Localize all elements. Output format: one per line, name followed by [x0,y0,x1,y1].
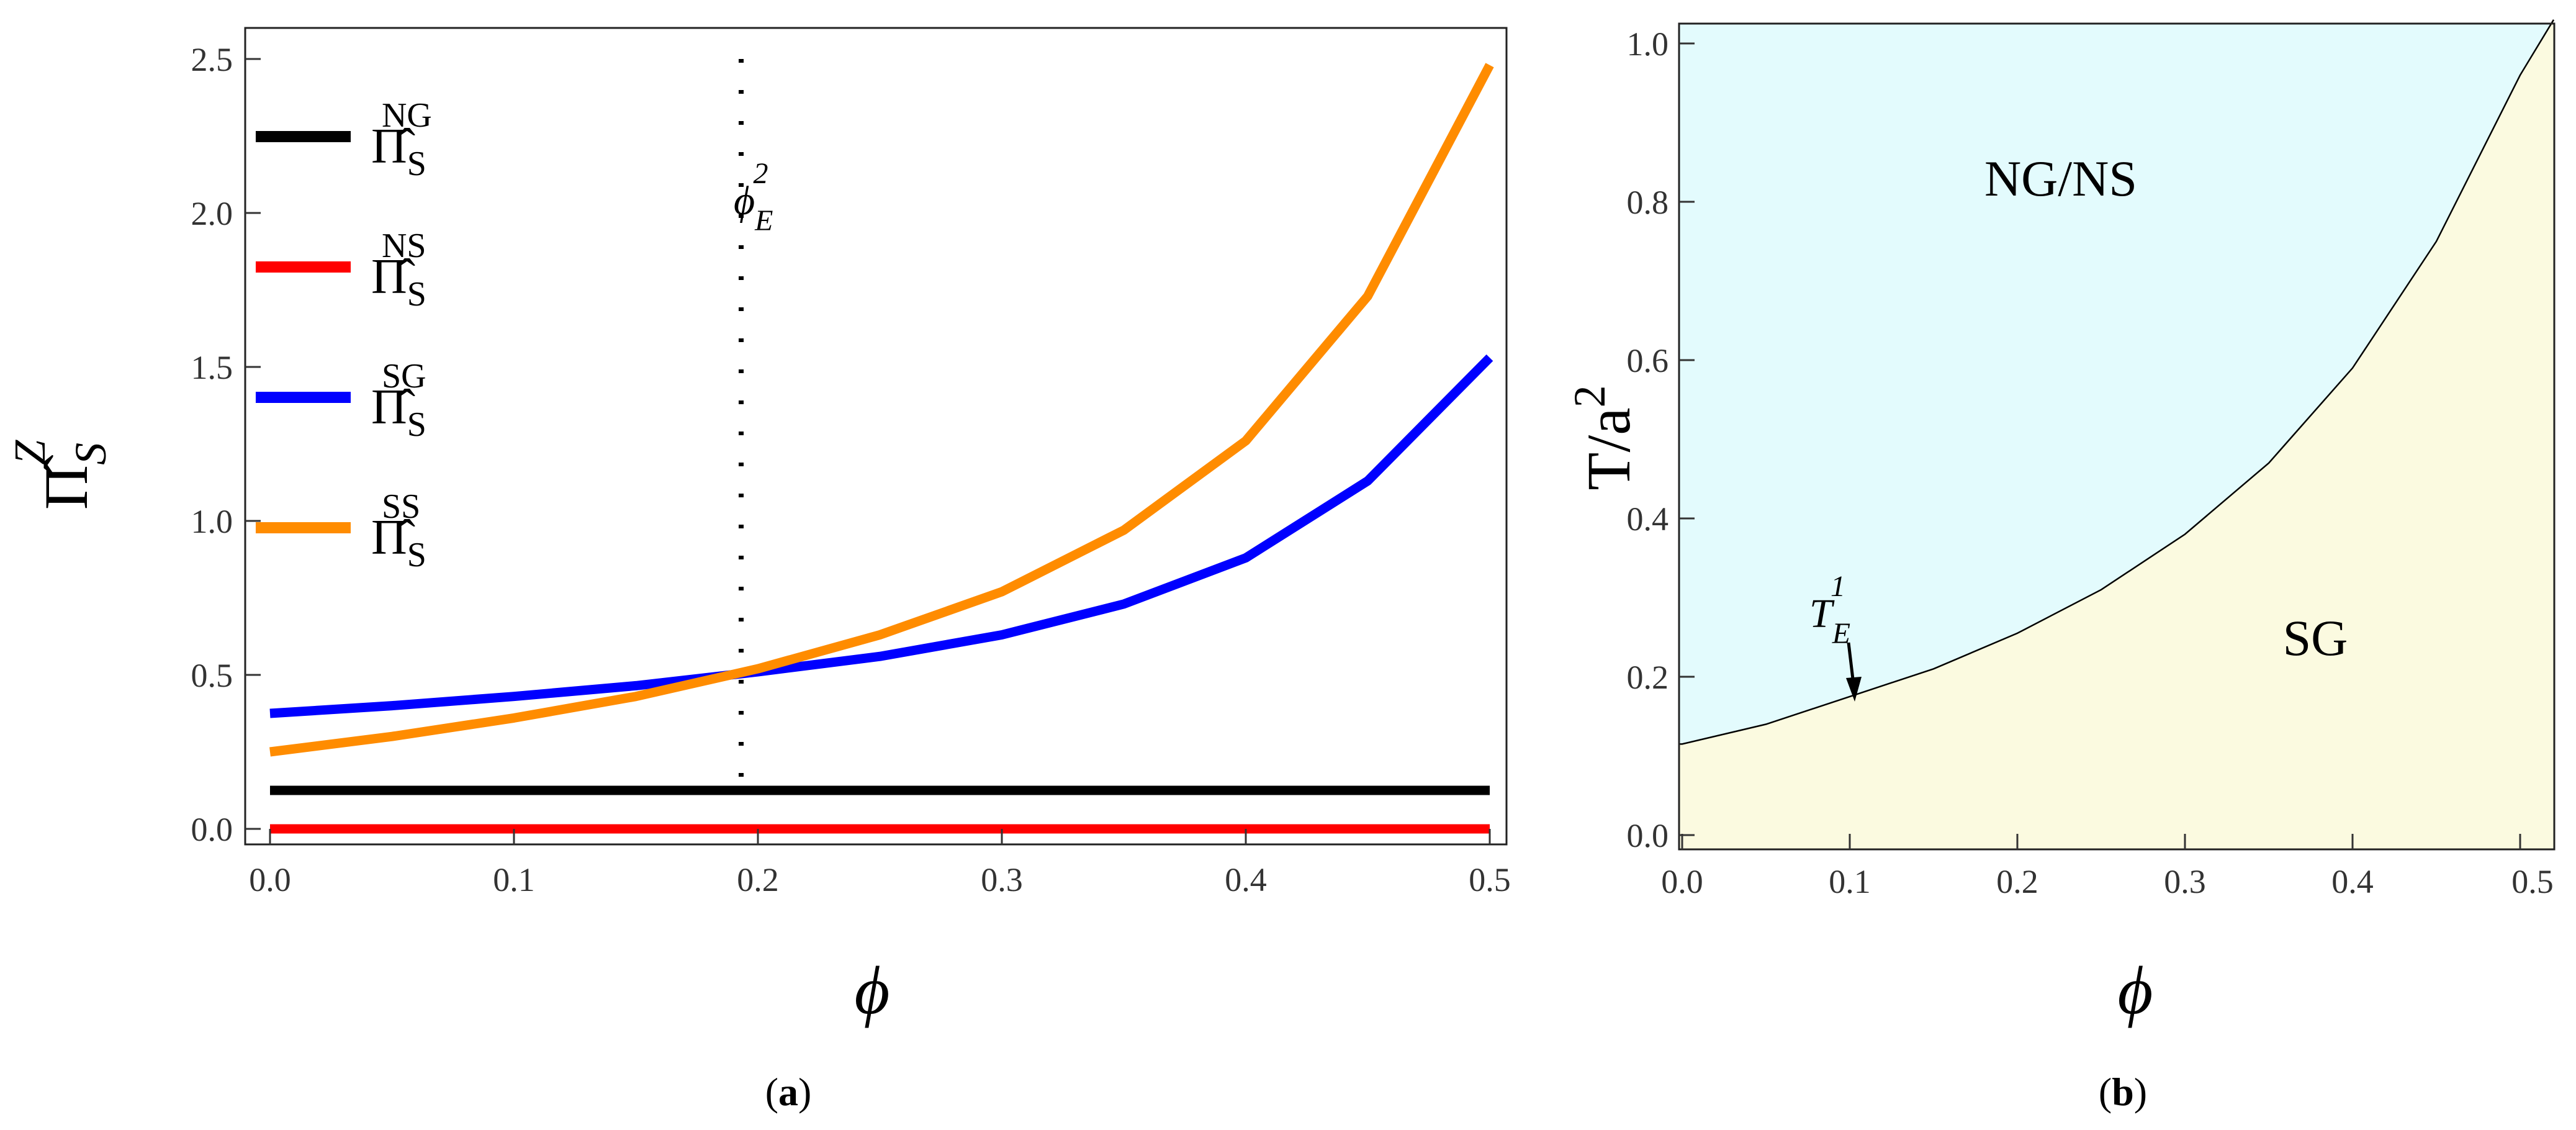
panel-a-x-tick-label: 0.0 [249,861,291,898]
panel-b-x-tick-label: 0.1 [1829,863,1871,900]
legend-label-sg: Π̂SSG [371,357,426,444]
series-line-sg [269,354,1493,718]
panel-a-y-label: Π̂SZ [5,440,115,510]
te1-arrow-shaft [1847,642,1855,685]
phase-boundary-curve [1679,19,2555,745]
panel-b-chart: NG/NS SG TE1 0.0 0.1 0.2 0.3 0.4 0.5 0.0 0.2 0.4… [1565,19,2556,1114]
region-label-sg: SG [2283,610,2348,666]
panel-b-y-tick-label: 0.0 [1627,817,1669,854]
panel-b-x-tick-label: 0.5 [2511,863,2554,900]
panel-a-y-tick-label: 2.0 [191,195,233,232]
panel-a-caption: (a) [765,1070,812,1114]
panel-a-legend: Π̂SNG Π̂SNS Π̂SSG Π̂SSS [256,96,432,574]
panel-a-x-tick-label: 0.4 [1225,861,1267,898]
panel-b-y-tick-label: 0.4 [1627,500,1669,538]
panel-b-plot-frame [1678,22,2556,851]
panel-a-x-tick-label: 0.2 [737,861,779,898]
panel-a-x-tick-label: 0.3 [981,861,1023,898]
panel-a-plot-frame [244,27,1508,846]
region-label-ng-ns: NG/NS [1984,150,2137,207]
panel-a-chart: ϕE2 Π̂SNG Π̂SNS Π̂SSG Π̂SSS 0.0 0.1 0.2 0.3 0.4… [5,27,1511,1114]
series-line-ss [269,63,1494,757]
panel-b-x-tick-label: 0.2 [1996,863,2038,900]
panel-a-x-tick-label: 0.5 [1469,861,1511,898]
panel-a-y-tick-label: 0.0 [191,811,233,848]
panel-b-y-tick-label: 0.6 [1627,342,1669,379]
panel-a-x-tick-label: 0.1 [493,861,535,898]
panel-b-x-tick-label: 0.4 [2331,863,2374,900]
legend-label-ns: Π̂SNS [371,227,426,314]
panel-b-y-label: T/a2 [1565,385,1643,490]
panel-b-y-tick-label: 0.2 [1627,659,1669,696]
panel-b-x-tick-label: 0.0 [1661,863,1703,900]
te1-annotation: TE1 [1809,570,1850,650]
panel-a-x-label: ϕ [855,952,890,1028]
ng-ns-region [1679,19,2554,744]
panel-b-y-tick-label: 0.8 [1627,184,1669,221]
panel-b-y-tick-label: 1.0 [1627,25,1669,63]
panel-b-caption: (b) [2099,1070,2147,1114]
phi-e2-annotation: ϕE2 [734,157,773,237]
te1-arrow-head [1846,677,1862,702]
panel-b-x-tick-label: 0.3 [2164,863,2206,900]
sg-region [1679,19,2554,849]
panel-a-y-tick-label: 2.5 [191,41,233,78]
legend-label-ng: Π̂SNG [371,96,432,183]
legend-label-ss: Π̂SSS [371,487,426,574]
panel-a-y-tick-label: 1.5 [191,349,233,386]
panel-b-x-label: ϕ [2118,952,2153,1028]
panel-a-y-tick-label: 0.5 [191,657,233,694]
panel-a-y-tick-label: 1.0 [191,503,233,540]
